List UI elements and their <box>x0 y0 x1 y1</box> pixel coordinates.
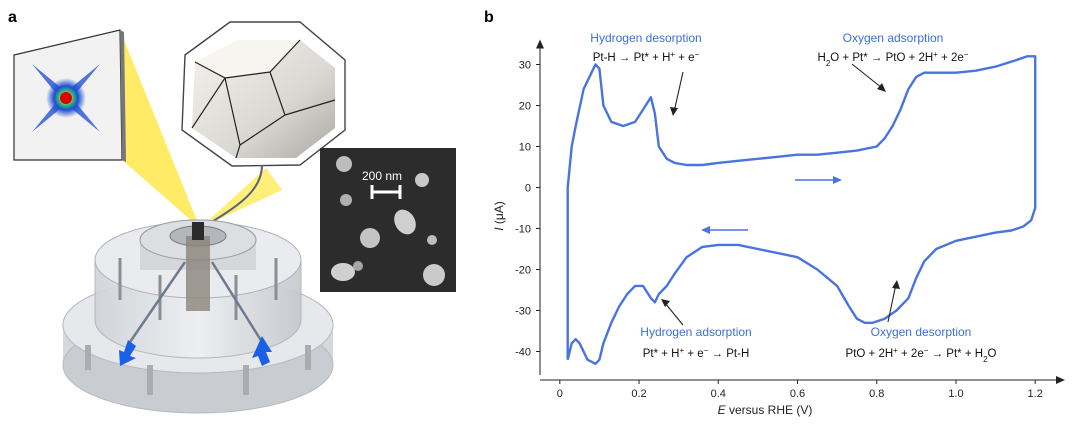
y-axis-arrowhead <box>536 39 544 49</box>
y-tick-label: -30 <box>515 306 531 318</box>
x-tick-label: 0.6 <box>790 388 805 400</box>
y-axis-label-text: (μA) <box>492 201 506 227</box>
annotation-oxygen-adsorption: Oxygen adsorption H2O + Pt* → PtO + 2H+ … <box>818 31 969 68</box>
cv-curve-series <box>566 55 1037 365</box>
annotation-equation: Pt-H → Pt* + H+ + e− <box>593 50 700 65</box>
equation-part: 2 <box>826 59 831 68</box>
scan-arrow-forward-icon <box>795 176 842 184</box>
annotation-hydrogen-adsorption: Hydrogen adsorption Pt* + H+ + e− → Pt-H <box>640 325 751 360</box>
annotation-equation: Pt* + H+ + e− → Pt-H <box>643 346 750 361</box>
sem-image: 200 nm <box>320 148 456 292</box>
equation-part: Pt-H → Pt* + H <box>593 52 671 64</box>
y-axis-label-symbol: I <box>492 227 506 231</box>
x-tick-label: 1.2 <box>1028 388 1043 400</box>
panel-a-illustration: a <box>8 9 456 414</box>
annotation-title: Hydrogen adsorption <box>640 325 751 339</box>
equation-part: + <box>933 50 938 59</box>
xray-beam <box>120 30 200 228</box>
zoom-connector <box>204 164 263 227</box>
equation-part: PtO + 2H <box>846 348 894 360</box>
x-axis-label-symbol: E <box>718 403 727 417</box>
y-tick-label: -10 <box>515 224 531 236</box>
annotation-title: Oxygen desorption <box>871 325 972 339</box>
x-axis-label-text: versus RHE (V) <box>726 403 813 417</box>
chart-ticks: 0 0.2 0.4 0.6 0.8 1.0 1.2 -40 -30 -20 -10 0 10 20 30 <box>515 60 1043 401</box>
equation-part: − <box>924 346 929 355</box>
annotation-equation: PtO + 2H+ + 2e− → Pt* + H2O <box>846 346 997 364</box>
panel-label-a: a <box>8 9 17 26</box>
equation-part: − <box>704 346 709 355</box>
equation-part: O + Pt* → PtO + 2H <box>830 52 933 64</box>
x-axis-arrowhead <box>1056 376 1065 384</box>
xray-scatter-cone <box>200 168 282 228</box>
electrochemical-cell <box>62 219 334 414</box>
detector-screen <box>13 29 126 162</box>
x-tick-label: 0 <box>557 388 563 400</box>
equation-part: H <box>818 52 826 64</box>
annotation-oxygen-desorption: Oxygen desorption PtO + 2H+ + 2e− → Pt* … <box>846 325 997 364</box>
x-tick-label: 0.2 <box>631 388 646 400</box>
equation-part: 2 <box>983 355 988 364</box>
flow-tube-left <box>128 261 187 343</box>
equation-part: + 2e <box>938 52 964 64</box>
annotation-arrows <box>661 63 900 326</box>
sem-scale-label: 200 nm <box>362 169 402 183</box>
equation-part: + <box>680 346 685 355</box>
y-tick-label: -20 <box>515 265 531 277</box>
equation-part: − <box>695 50 700 59</box>
nanocrystal <box>181 21 346 167</box>
x-axis-label: E versus RHE (V) <box>718 403 813 417</box>
chart-axes <box>536 39 1065 384</box>
panel-label-b: b <box>484 9 494 26</box>
y-tick-label: 20 <box>519 101 531 113</box>
equation-part: Pt* + H <box>643 348 680 360</box>
equation-part: + 2e <box>898 348 924 360</box>
flow-tube-right <box>210 261 264 343</box>
equation-part: + e <box>675 52 695 64</box>
y-tick-label: 0 <box>525 183 531 195</box>
annotation-title: Hydrogen desorption <box>590 31 701 45</box>
flow-arrow-in-icon <box>252 336 272 366</box>
annotation-hydrogen-desorption: Hydrogen desorption Pt-H → Pt* + H+ + e− <box>590 31 701 64</box>
x-tick-label: 0.8 <box>869 388 884 400</box>
equation-part: → Pt-H <box>708 348 749 360</box>
panel-b-chart: b 0 0.2 0.4 0.6 0.8 1.0 1.2 -40 -30 -20 -10 0 10 20 30… <box>484 9 1065 417</box>
annotation-equation: H2O + Pt* → PtO + 2H+ + 2e− <box>818 50 969 68</box>
y-tick-label: -40 <box>515 347 531 359</box>
y-tick-label: 30 <box>519 60 531 72</box>
equation-part: + <box>670 50 675 59</box>
diffraction-pattern <box>32 64 100 132</box>
y-tick-label: 10 <box>519 142 531 154</box>
x-tick-label: 0.4 <box>711 388 726 400</box>
flow-arrow-out-icon <box>119 340 136 366</box>
equation-part: O <box>988 348 997 360</box>
equation-part: + <box>893 346 898 355</box>
x-tick-label: 1.0 <box>948 388 963 400</box>
equation-part: − <box>964 50 969 59</box>
equation-part: → Pt* + H <box>928 348 983 360</box>
scan-arrow-backward-icon <box>701 226 748 234</box>
y-axis-label: I (μA) <box>492 201 506 231</box>
equation-part: + e <box>684 348 704 360</box>
annotation-title: Oxygen adsorption <box>843 31 944 45</box>
